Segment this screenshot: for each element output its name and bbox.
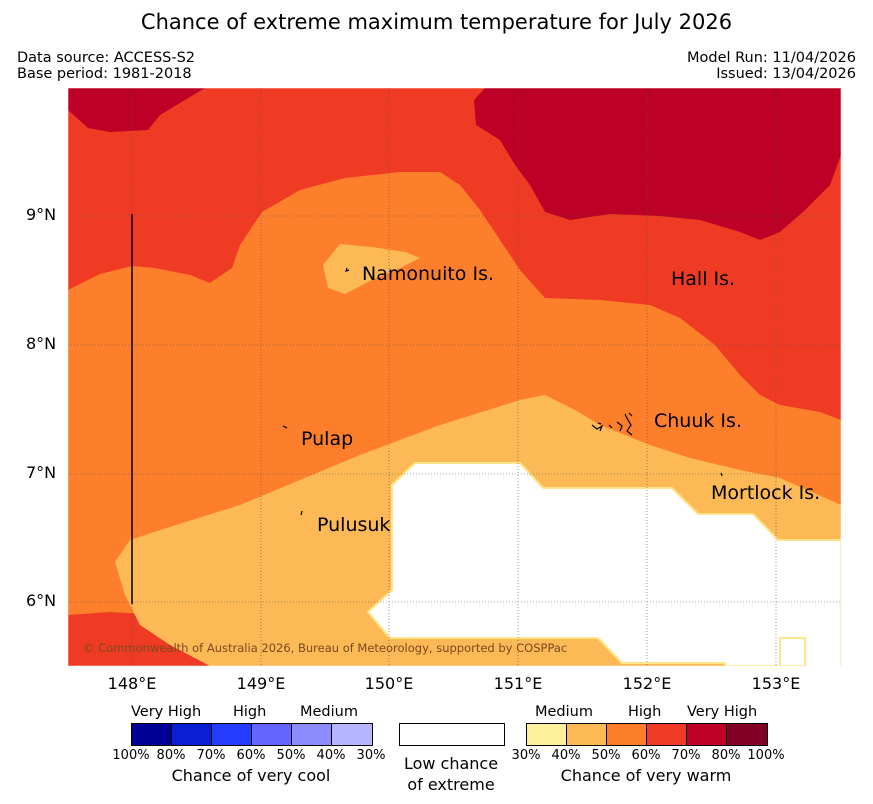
- warm-tick-60: 60%: [631, 748, 661, 763]
- model-run: Model Run: 11/04/2026: [686, 50, 856, 66]
- lat-tick-6: 6°N: [26, 591, 57, 610]
- lon-tick-150: 150°E: [364, 674, 414, 693]
- warm-swatch-3: [607, 724, 647, 745]
- label-chuuk: Chuuk Is.: [654, 410, 742, 432]
- cool-colorbar: [131, 723, 373, 746]
- base-period: Base period: 1981-2018: [17, 66, 192, 82]
- cool-swatch-6: [332, 724, 372, 745]
- cool-level-medium: Medium: [300, 704, 358, 720]
- cool-swatch-2: [172, 724, 212, 745]
- warm-tick-50: 50%: [591, 748, 621, 763]
- warm-swatch-5: [687, 724, 727, 745]
- island-chuuk: [591, 412, 633, 436]
- cool-legend-title: Chance of very cool: [171, 766, 331, 785]
- region-70-80-ne: [474, 88, 841, 240]
- label-hall: Hall Is.: [671, 268, 736, 290]
- warm-tick-30: 30%: [511, 748, 541, 763]
- lon-tick-151: 151°E: [493, 674, 543, 693]
- cool-swatch-4: [252, 724, 292, 745]
- lon-tick-148: 148°E: [107, 674, 157, 693]
- label-pulusuk: Pulusuk: [317, 514, 391, 536]
- label-pulap: Pulap: [301, 428, 354, 450]
- island-pulusuk: [300, 510, 303, 516]
- lon-tick-149: 149°E: [236, 674, 286, 693]
- cool-tick-100: 100%: [112, 748, 150, 763]
- cool-tick-50: 50%: [276, 748, 306, 763]
- copyright-notice: © Commonwealth of Australia 2026, Bureau…: [83, 641, 568, 655]
- warm-colorbar: [526, 723, 768, 746]
- low-chance-line2: of extreme: [407, 775, 495, 794]
- low-chance-swatch: [399, 723, 505, 746]
- region-40-50-namonuito: [323, 244, 420, 294]
- warm-tick-40: 40%: [551, 748, 581, 763]
- cool-swatch-1: [132, 724, 172, 745]
- region-low-chance: [366, 462, 841, 666]
- probability-field: [68, 88, 841, 666]
- low-chance-label: Low chance of extreme: [404, 753, 498, 795]
- island-namonuito: [345, 267, 350, 272]
- map-title: Chance of extreme maximum temperature fo…: [140, 10, 733, 34]
- island-outlines: [282, 267, 723, 516]
- warm-level-high: High: [628, 704, 662, 720]
- label-namonuito: Namonuito Is.: [362, 263, 495, 285]
- lat-tick-7: 7°N: [26, 463, 57, 482]
- cool-level-high: High: [233, 704, 267, 720]
- cool-tick-70: 70%: [196, 748, 226, 763]
- island-pulap: [282, 425, 288, 429]
- cool-level-very-high: Very High: [131, 704, 202, 720]
- warm-tick-80: 80%: [711, 748, 741, 763]
- data-source: Data source: ACCESS-S2: [17, 50, 196, 66]
- warm-level-very-high: Very High: [687, 704, 758, 720]
- issued-date: Issued: 13/04/2026: [716, 66, 856, 82]
- warm-tick-70: 70%: [671, 748, 701, 763]
- meta-right: Model Run: 11/04/2026 Issued: 13/04/2026: [687, 50, 856, 82]
- warm-swatch-4: [647, 724, 687, 745]
- cool-swatch-5: [292, 724, 332, 745]
- warm-swatch-6: [727, 724, 767, 745]
- lon-tick-152: 152°E: [622, 674, 672, 693]
- lon-tick-153: 153°E: [751, 674, 801, 693]
- cool-tick-40: 40%: [316, 748, 346, 763]
- warm-legend-title: Chance of very warm: [560, 766, 732, 785]
- warm-level-medium: Medium: [535, 704, 593, 720]
- label-mortlock: Mortlock Is.: [711, 482, 821, 504]
- island-mortlock: [720, 472, 723, 477]
- warm-swatch-2: [567, 724, 607, 745]
- cool-swatch-3: [212, 724, 252, 745]
- low-chance-line1: Low chance: [403, 754, 499, 773]
- warm-tick-100: 100%: [747, 748, 785, 763]
- meta-left: Data source: ACCESS-S2 Base period: 1981…: [17, 50, 195, 82]
- lat-tick-9: 9°N: [26, 205, 57, 224]
- cool-tick-30: 30%: [356, 748, 386, 763]
- lat-tick-8: 8°N: [26, 334, 57, 353]
- cool-tick-80: 80%: [156, 748, 186, 763]
- warm-swatch-1: [527, 724, 567, 745]
- cool-tick-60: 60%: [236, 748, 266, 763]
- region-70-80-nw: [68, 88, 205, 132]
